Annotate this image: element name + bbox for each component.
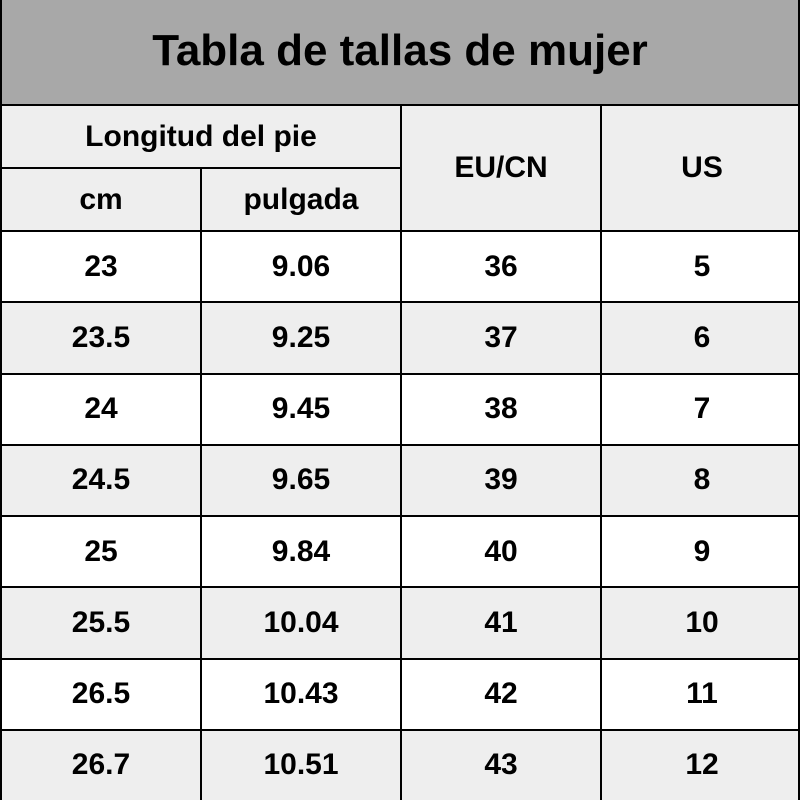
table-row: 26.5 10.43 42 11	[2, 660, 798, 731]
cell-eu: 41	[402, 588, 602, 657]
cell-us: 7	[602, 375, 800, 444]
cell-eu: 39	[402, 446, 602, 515]
chart-title: Tabla de tallas de mujer	[2, 0, 798, 106]
cell-us: 9	[602, 517, 800, 586]
cell-us: 8	[602, 446, 800, 515]
cell-inch: 9.45	[202, 375, 402, 444]
table-row: 25 9.84 40 9	[2, 517, 798, 588]
cell-us: 6	[602, 303, 800, 372]
cell-inch: 10.43	[202, 660, 402, 729]
cell-cm: 24.5	[2, 446, 202, 515]
size-chart: Tabla de tallas de mujer Longitud del pi…	[0, 0, 800, 800]
header-inch: pulgada	[202, 169, 402, 232]
cell-cm: 26.7	[2, 731, 202, 800]
cell-eu: 37	[402, 303, 602, 372]
cell-inch: 9.25	[202, 303, 402, 372]
cell-cm: 23	[2, 232, 202, 301]
table-row: 24 9.45 38 7	[2, 375, 798, 446]
cell-us: 10	[602, 588, 800, 657]
header-us: US	[602, 106, 800, 232]
header-cm: cm	[2, 169, 202, 232]
table-row: 26.7 10.51 43 12	[2, 731, 798, 800]
cell-us: 5	[602, 232, 800, 301]
cell-eu: 43	[402, 731, 602, 800]
table-row: 23.5 9.25 37 6	[2, 303, 798, 374]
table-row: 24.5 9.65 39 8	[2, 446, 798, 517]
cell-inch: 9.65	[202, 446, 402, 515]
cell-us: 12	[602, 731, 800, 800]
cell-eu: 42	[402, 660, 602, 729]
cell-cm: 24	[2, 375, 202, 444]
cell-inch: 10.51	[202, 731, 402, 800]
cell-us: 11	[602, 660, 800, 729]
cell-inch: 9.06	[202, 232, 402, 301]
header-eu: EU/CN	[402, 106, 602, 232]
table-body: 23 9.06 36 5 23.5 9.25 37 6 24 9.45 38 7…	[2, 232, 798, 800]
table-row: 25.5 10.04 41 10	[2, 588, 798, 659]
header-foot-length: Longitud del pie	[2, 106, 402, 169]
cell-cm: 23.5	[2, 303, 202, 372]
cell-inch: 9.84	[202, 517, 402, 586]
cell-cm: 25	[2, 517, 202, 586]
cell-eu: 38	[402, 375, 602, 444]
cell-inch: 10.04	[202, 588, 402, 657]
header-row: Longitud del pie EU/CN US cm pulgada	[2, 106, 798, 232]
table-row: 23 9.06 36 5	[2, 232, 798, 303]
cell-cm: 25.5	[2, 588, 202, 657]
cell-cm: 26.5	[2, 660, 202, 729]
cell-eu: 40	[402, 517, 602, 586]
cell-eu: 36	[402, 232, 602, 301]
